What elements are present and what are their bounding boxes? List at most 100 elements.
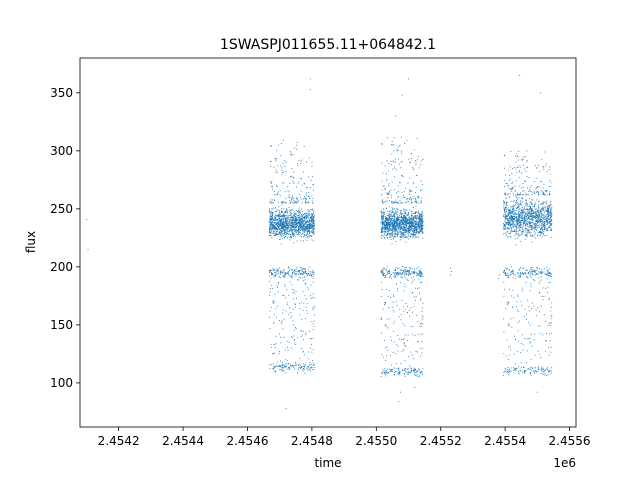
data-point [420,372,422,374]
data-point [269,217,271,219]
data-point [299,216,301,218]
data-point [404,221,405,223]
data-point [280,219,282,221]
data-point [281,362,283,363]
data-point [270,225,272,227]
data-point [415,224,417,226]
data-point [393,221,395,223]
data-point [394,208,395,210]
data-point [291,275,293,277]
data-point [403,213,405,215]
data-point [408,219,410,221]
data-point [384,226,386,228]
data-point [414,231,416,233]
data-point [531,209,533,211]
data-point [543,295,545,297]
data-point [530,223,532,225]
data-point [309,213,311,215]
data-point [270,217,272,219]
data-point [294,147,296,149]
data-point [401,174,402,176]
data-point [397,196,399,198]
data-point [299,211,301,213]
data-point [405,220,407,222]
data-point [533,216,535,218]
data-point [414,233,416,235]
data-point [528,230,530,232]
data-point [294,216,296,218]
data-point [402,226,404,228]
data-point [310,344,312,346]
data-point [298,219,300,221]
data-point [274,229,276,231]
data-point [302,225,304,227]
data-point [404,142,406,144]
data-point [277,270,279,272]
data-point [383,227,385,229]
data-point [291,220,293,222]
data-point [391,226,393,228]
data-point [415,350,417,352]
data-point [301,330,302,332]
data-point [293,324,295,326]
data-point [402,221,404,223]
data-point [503,225,505,227]
data-point [389,233,391,235]
data-point [300,160,302,162]
data-point [278,366,280,368]
data-point [518,219,520,221]
data-point [402,214,404,216]
data-point [538,192,539,194]
data-point [547,226,549,228]
data-point [269,328,271,330]
data-point [504,215,506,217]
data-point [519,272,521,274]
data-point [272,353,274,355]
data-point [294,222,295,224]
data-point [414,368,416,370]
data-point [415,213,416,214]
data-point [386,219,388,221]
data-point [519,167,521,169]
data-point [290,212,292,214]
data-point [311,272,313,273]
data-point [537,325,539,327]
data-point [508,187,510,189]
data-point [398,217,400,219]
data-point [310,226,312,228]
data-point [405,229,407,231]
data-point [286,368,288,370]
data-point [301,271,303,272]
data-point [380,227,382,229]
data-point [291,208,293,210]
data-point [409,228,411,229]
data-point [394,231,396,233]
data-point [416,201,418,203]
data-point [278,227,280,229]
data-point [281,215,283,217]
data-point [394,223,396,225]
data-point [294,229,295,231]
data-point [298,273,299,275]
data-point [293,226,295,228]
data-point [278,352,280,354]
data-point [388,223,390,225]
data-point [301,198,303,200]
data-point [517,294,519,296]
data-point [303,234,305,236]
data-point [270,234,272,236]
data-point [290,227,291,229]
data-point [417,228,419,230]
data-point [533,270,535,272]
data-point [292,226,294,228]
data-point [410,158,412,159]
data-point [383,221,385,223]
data-point [284,226,286,228]
data-point [422,217,424,219]
data-point [297,225,299,226]
data-point [298,270,300,271]
data-point [309,234,311,236]
data-point [291,216,293,217]
data-point [405,219,407,221]
data-point [409,273,411,275]
